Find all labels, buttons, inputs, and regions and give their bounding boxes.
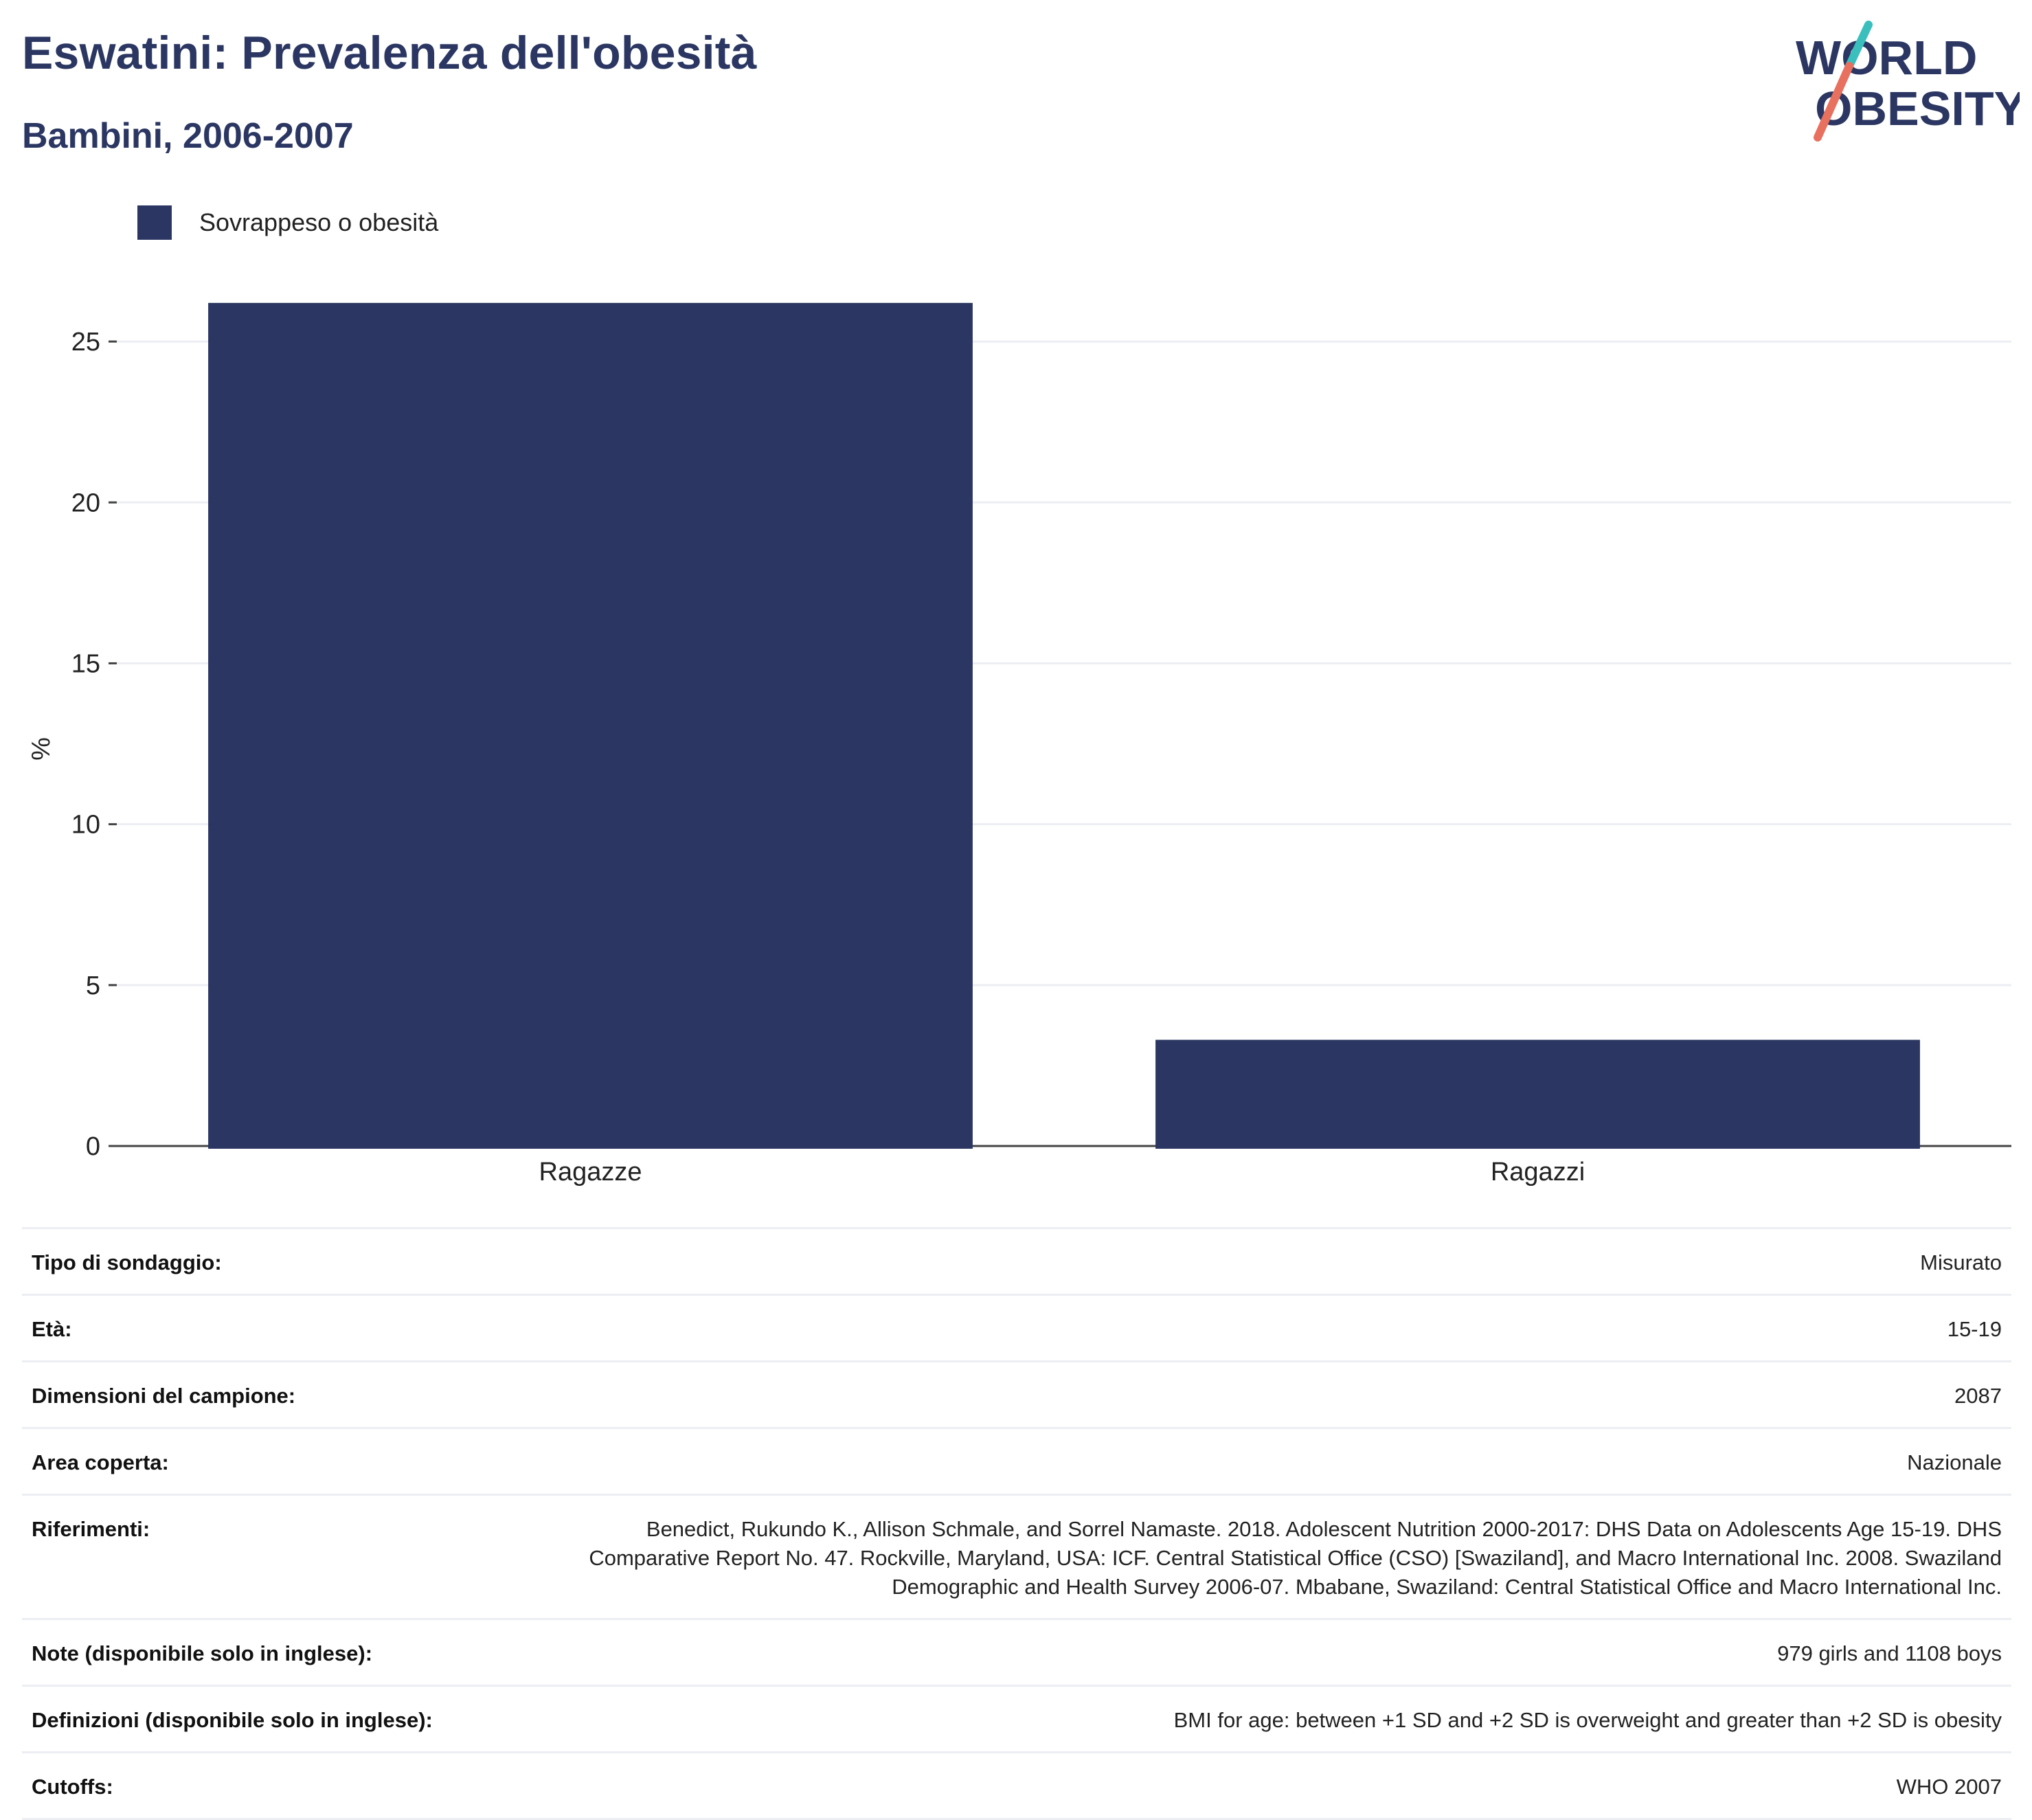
y-tick-labels: 0 5 10 15 20 25 — [71, 328, 100, 1161]
legend-swatch — [137, 205, 172, 240]
bar — [1155, 1040, 1920, 1149]
y-tick-label: 15 — [71, 649, 100, 678]
logo-line2: OBESITY — [1815, 82, 2020, 135]
info-row: Riferimenti: Benedict, Rukundo K., Alliso… — [22, 1496, 2011, 1620]
y-tick-label: 5 — [86, 971, 100, 1000]
bars — [208, 302, 1920, 1149]
logo-slash-teal — [1845, 21, 1873, 70]
info-value: Nazionale — [1907, 1450, 2002, 1474]
info-key: Cutoffs: — [32, 1775, 113, 1799]
info-value: 979 girls and 1108 boys — [1777, 1641, 2002, 1665]
logo-slash-coral — [1814, 62, 1853, 142]
y-tick-label: 20 — [71, 488, 100, 517]
info-key: Tipo di sondaggio: — [32, 1250, 222, 1274]
info-row: Cutoffs: WHO 2007 — [22, 1753, 2011, 1820]
info-key: Età: — [32, 1317, 72, 1341]
info-row: Tipo di sondaggio: Misurato — [22, 1229, 2011, 1296]
info-key: Dimensioni del campione: — [32, 1384, 296, 1408]
x-tick-label: Ragazzi — [1491, 1158, 1585, 1187]
info-key: Area coperta: — [32, 1450, 169, 1474]
y-tick-label: 10 — [71, 811, 100, 840]
bar-chart: 0 5 10 15 20 25 Ragazze Ragazzi % — [27, 302, 2011, 1187]
info-value: Misurato — [1920, 1250, 2002, 1274]
legend: Sovrappeso o obesità — [137, 205, 438, 240]
survey-info-table: Tipo di sondaggio: Misurato Età: 15-19 Dimen… — [22, 1227, 2011, 1820]
info-key: Note (disponibile solo in inglese): — [32, 1641, 373, 1665]
info-value: 2087 — [1954, 1384, 2002, 1408]
info-row: Età: 15-19 — [22, 1296, 2011, 1362]
info-value: 15-19 — [1947, 1317, 2002, 1341]
legend-label: Sovrappeso o obesità — [199, 208, 439, 236]
page-subtitle: Bambini, 2006-2007 — [22, 116, 354, 156]
world-obesity-logo: WORLD OBESITY — [1796, 21, 2020, 142]
info-value: BMI for age: between +1 SD and +2 SD is … — [1173, 1708, 2002, 1732]
info-row: Note (disponibile solo in inglese): 979 g… — [22, 1620, 2011, 1687]
y-axis-label: % — [27, 737, 56, 761]
info-row: Area coperta: Nazionale — [22, 1429, 2011, 1496]
info-row: Definizioni (disponibile solo in inglese… — [22, 1687, 2011, 1753]
logo-line1: WORLD — [1796, 31, 1977, 85]
bar — [208, 302, 973, 1149]
x-tick-label: Ragazze — [539, 1158, 642, 1187]
info-row: Dimensioni del campione: 2087 — [22, 1362, 2011, 1429]
y-tick-label: 0 — [86, 1132, 100, 1161]
info-key: Riferimenti: — [32, 1517, 150, 1541]
x-tick-labels: Ragazze Ragazzi — [539, 1158, 1585, 1187]
info-key: Definizioni (disponibile solo in inglese… — [32, 1708, 433, 1732]
info-value: WHO 2007 — [1896, 1775, 2002, 1799]
y-tick-label: 25 — [71, 328, 100, 357]
page-title: Eswatini: Prevalenza dell'obesità — [22, 27, 757, 79]
info-value: Benedict, Rukundo K., Allison Schmale, a… — [589, 1517, 2002, 1599]
